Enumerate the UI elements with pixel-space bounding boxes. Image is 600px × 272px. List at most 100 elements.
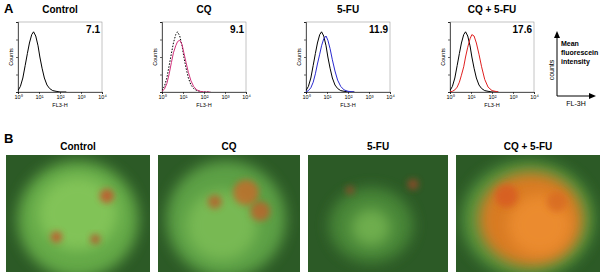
cell-region (462, 161, 594, 272)
histogram-chart: 10⁰10¹10²10³10⁴CQ + 5-FU17.6FL3-HCounts (440, 4, 539, 108)
tick-label: 10¹ (180, 94, 188, 100)
y-axis-title: Counts (440, 48, 446, 66)
tick-mark (160, 57, 162, 58)
tick-mark (16, 75, 18, 76)
tick: 10² (489, 92, 497, 100)
tick: 10¹ (324, 92, 332, 100)
tick-label: 10¹ (324, 94, 332, 100)
tick: 10¹ (180, 92, 188, 100)
tick: 10⁰ (14, 92, 22, 100)
tick: 10¹ (36, 92, 44, 100)
micrograph-image (456, 155, 600, 272)
tick (16, 40, 18, 41)
tick: 10¹ (468, 92, 476, 100)
key-text: Mean (561, 40, 579, 47)
fluorescent-spot (51, 231, 63, 243)
fluorescent-spot (100, 189, 114, 203)
cell-region (18, 161, 139, 272)
tick-mark (160, 40, 162, 41)
tick (448, 57, 450, 58)
tick-mark (16, 92, 18, 93)
y-axis-title: Counts (8, 48, 14, 66)
x-axis-title: FL3-H (340, 102, 355, 108)
tick: 10² (345, 92, 353, 100)
annotation: 9.1 (230, 24, 244, 35)
tick-label: 10⁰ (14, 94, 22, 100)
tick-label: 10⁴ (386, 94, 395, 100)
fluorescent-spot (208, 195, 222, 209)
histogram-line (450, 35, 498, 92)
tick: 10⁰ (446, 92, 454, 100)
micrograph: CQ (158, 141, 300, 272)
tick (16, 57, 18, 58)
tick-mark (16, 57, 18, 58)
annotation: 17.6 (513, 24, 533, 35)
tick-label: 10³ (366, 94, 374, 100)
histogram-chart: 10⁰10¹10²10³10⁴CQ9.1FL3-HCounts (152, 4, 251, 108)
fluorescent-spot (407, 179, 418, 190)
series-group (450, 32, 498, 92)
tick-label: 10⁰ (446, 94, 454, 100)
tick-mark (448, 92, 450, 93)
cell-region (38, 176, 119, 251)
fluorescent-spot (90, 234, 100, 244)
tick (448, 22, 450, 23)
tick-mark (304, 75, 306, 76)
tick (16, 22, 18, 23)
axis-line (16, 23, 19, 93)
tick: 10³ (366, 92, 374, 100)
y-axis (304, 23, 307, 93)
fluorescent-spot (547, 192, 567, 212)
key-arrow (557, 34, 558, 96)
tick-label: 10¹ (468, 94, 476, 100)
chart-title: CQ + 5-FU (468, 4, 517, 15)
tick: 10⁴ (242, 92, 251, 100)
chart-title: 5-FU (337, 4, 359, 15)
tick-mark (160, 92, 162, 93)
series-group (306, 32, 354, 92)
cell-region (351, 209, 390, 246)
tick-mark (304, 57, 306, 58)
series-group (162, 32, 210, 92)
tick (160, 75, 162, 76)
y-axis-title: Counts (296, 48, 302, 66)
tick (160, 57, 162, 58)
key-arrowhead (554, 31, 560, 38)
histogram-chart: 10⁰10¹10²10³10⁴5-FU11.9FL3-HCounts (296, 4, 395, 108)
tick-mark (448, 75, 450, 76)
plot-frame (306, 22, 390, 92)
tick: 10³ (78, 92, 86, 100)
tick-label: 10⁴ (530, 94, 539, 100)
cell-region (329, 188, 413, 263)
tick (304, 92, 306, 93)
annotation: 7.1 (86, 24, 100, 35)
tick-mark (304, 22, 306, 23)
tick-mark (304, 40, 306, 41)
tick (448, 40, 450, 41)
tick-label: 10¹ (36, 94, 44, 100)
tick-label: 10³ (222, 94, 230, 100)
y-axis (16, 23, 19, 93)
tick-mark (16, 40, 18, 41)
key-arrowhead (589, 93, 596, 99)
cell-region (479, 173, 583, 267)
tick-label: 10³ (510, 94, 518, 100)
micrograph: CQ + 5-FU (456, 141, 600, 272)
tick-label: 10⁴ (98, 94, 107, 100)
x-axis: 10⁰ 10¹ 10² 10³ 10⁴ (446, 92, 539, 100)
tick-label: 10⁰ (302, 94, 310, 100)
tick (304, 75, 306, 76)
tick (16, 75, 18, 76)
histogram-chart: 10⁰10¹10²10³10⁴Control7.1FL3-HCounts (8, 4, 107, 108)
micrograph-title: Control (60, 141, 96, 152)
tick-mark (160, 22, 162, 23)
plot-frame (450, 22, 534, 92)
tick: 10³ (222, 92, 230, 100)
tick: 10² (201, 92, 209, 100)
cell-region (167, 161, 286, 272)
x-axis: 10⁰10¹10²10³10⁴ (158, 92, 251, 100)
histogram-line (18, 32, 66, 92)
micrograph-title: CQ (222, 141, 237, 152)
tick (160, 22, 162, 23)
tick-label: 10² (57, 94, 65, 100)
